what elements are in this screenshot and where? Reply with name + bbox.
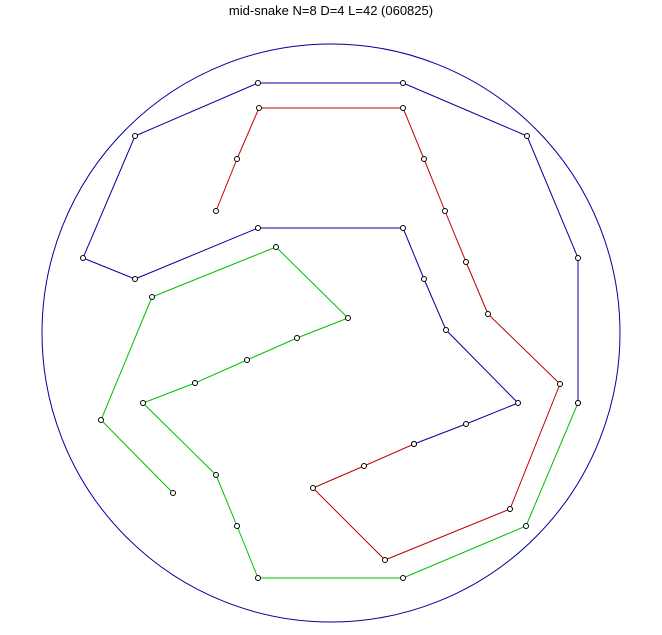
blue-snake-vertex-marker [400, 80, 406, 86]
green-snake-vertex-marker [234, 523, 240, 529]
red-snake-vertex-marker [382, 557, 388, 563]
green-snake-vertex-marker [244, 357, 250, 363]
red-snake-vertex-marker [411, 441, 417, 447]
blue-snake-vertex-marker [255, 80, 261, 86]
blue-snake-vertex-marker [400, 225, 406, 231]
red-snake-vertex-marker [442, 208, 448, 214]
blue-snake-vertex-marker [524, 133, 530, 139]
red-snake-vertex-marker [256, 105, 262, 111]
green-snake-vertex-marker [170, 490, 176, 496]
green-snake-vertex-marker [345, 315, 351, 321]
figure-title: mid-snake N=8 D=4 L=42 (060825) [228, 3, 434, 18]
green-snake-vertex-marker [213, 472, 219, 478]
blue-snake-vertex-marker [80, 255, 86, 261]
green-snake-vertex-marker [273, 244, 279, 250]
blue-snake-vertex-marker [255, 225, 261, 231]
blue-snake-path [82, 82, 579, 445]
green-snake-vertex-marker [192, 380, 198, 386]
red-snake-vertex-marker [213, 208, 219, 214]
red-snake-vertex-marker [507, 506, 513, 512]
blue-snake-vertex-marker [132, 276, 138, 282]
red-snake-path [215, 107, 561, 561]
blue-snake-vertex-marker [515, 400, 521, 406]
green-snake-vertex-marker [149, 294, 155, 300]
red-snake-vertex-marker [485, 311, 491, 317]
green-snake-vertex-marker [294, 335, 300, 341]
boundary-circle [41, 43, 621, 623]
red-snake-vertex-marker [234, 156, 240, 162]
red-snake-vertex-marker [400, 105, 406, 111]
red-snake-vertex-marker [310, 485, 316, 491]
green-snake-path [100, 246, 579, 579]
blue-snake-vertex-marker [575, 255, 581, 261]
red-snake-vertex-marker [421, 156, 427, 162]
red-snake-vertex-marker [557, 381, 563, 387]
blue-snake-vertex-marker [421, 276, 427, 282]
green-snake-vertex-marker [523, 523, 529, 529]
blue-snake-vertex-marker [443, 327, 449, 333]
green-snake-vertex-marker [400, 575, 406, 581]
green-snake-vertex-marker [255, 575, 261, 581]
green-snake-vertex-marker [140, 400, 146, 406]
red-snake-vertex-marker [361, 463, 367, 469]
red-snake-vertex-marker [463, 259, 469, 265]
green-snake-vertex-marker [98, 417, 104, 423]
green-snake-vertex-marker [575, 400, 581, 406]
blue-snake-vertex-marker [132, 133, 138, 139]
blue-snake-vertex-marker [463, 421, 469, 427]
